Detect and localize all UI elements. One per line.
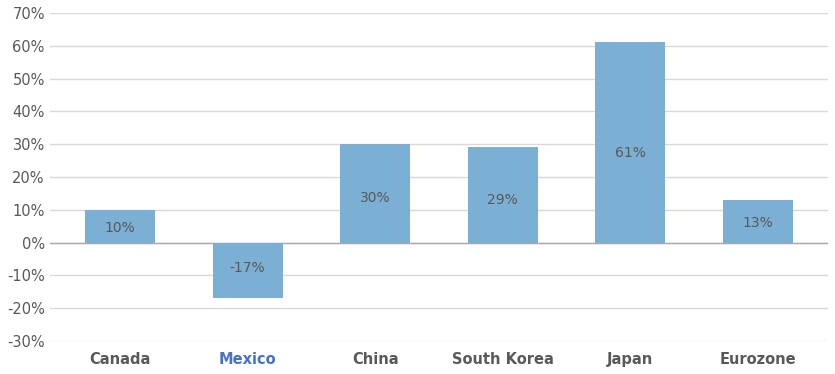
Text: 10%: 10% xyxy=(104,221,135,235)
Text: -17%: -17% xyxy=(230,261,266,275)
Text: 30%: 30% xyxy=(360,191,391,205)
Bar xyxy=(722,200,792,243)
Bar xyxy=(595,43,665,243)
Bar xyxy=(468,147,538,243)
Bar xyxy=(85,210,155,243)
Text: 13%: 13% xyxy=(742,216,773,230)
Bar xyxy=(213,243,283,298)
Bar xyxy=(340,144,410,243)
Text: 61%: 61% xyxy=(615,145,645,159)
Text: 29%: 29% xyxy=(488,193,518,207)
